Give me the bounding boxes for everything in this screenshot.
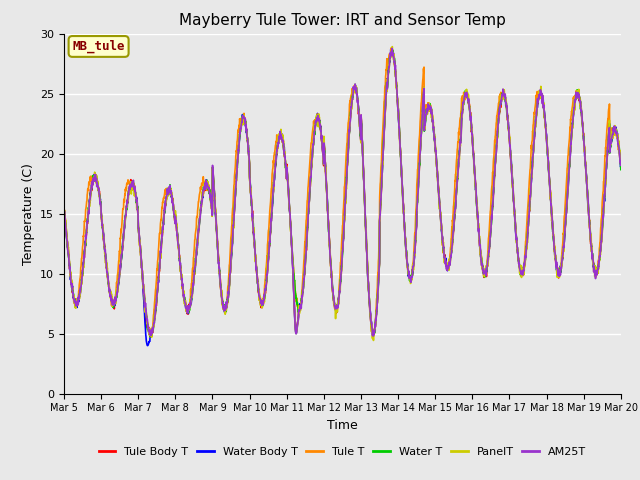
X-axis label: Time: Time xyxy=(327,419,358,432)
Title: Mayberry Tule Tower: IRT and Sensor Temp: Mayberry Tule Tower: IRT and Sensor Temp xyxy=(179,13,506,28)
Legend: Tule Body T, Water Body T, Tule T, Water T, PanelT, AM25T: Tule Body T, Water Body T, Tule T, Water… xyxy=(94,443,591,461)
Y-axis label: Temperature (C): Temperature (C) xyxy=(22,163,35,264)
Text: MB_tule: MB_tule xyxy=(72,40,125,53)
